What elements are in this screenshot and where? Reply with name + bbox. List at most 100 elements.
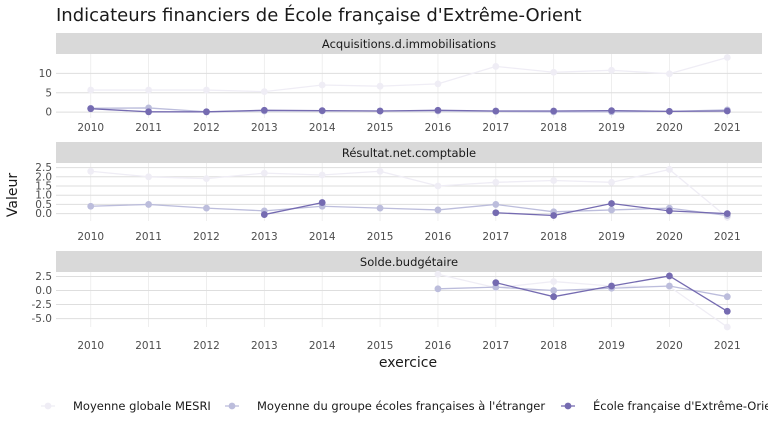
- data-point: [608, 66, 615, 74]
- x-axis-title: exercice: [379, 355, 437, 371]
- y-tick-label: -5.0: [32, 313, 53, 325]
- data-point: [376, 107, 384, 115]
- legend-item: Moyenne globale MESRI: [41, 399, 211, 413]
- data-point: [666, 70, 673, 78]
- x-tick-label: 2013: [251, 231, 278, 243]
- data-point: [723, 307, 731, 315]
- data-point: [492, 201, 500, 208]
- x-tick-label: 2015: [367, 122, 394, 134]
- x-tick-label: 2018: [540, 122, 567, 134]
- data-point: [203, 175, 210, 183]
- data-point: [723, 107, 731, 115]
- data-point: [666, 272, 673, 280]
- panel-title: Acquisitions.d.immobilisations: [322, 37, 496, 51]
- y-tick-label: 0: [45, 107, 52, 119]
- data-point: [492, 107, 500, 115]
- x-tick-label: 2016: [425, 122, 452, 134]
- x-tick-label: 2021: [714, 231, 741, 243]
- data-point: [550, 278, 558, 285]
- y-tick-label: 2.5: [35, 162, 52, 174]
- series-2: [260, 199, 731, 219]
- y-tick-label: 10: [39, 68, 52, 80]
- data-point: [492, 178, 500, 186]
- legend-label: École française d'Extrême-Orient: [593, 398, 768, 413]
- series-line: [90, 56, 728, 93]
- series-2: [87, 105, 731, 116]
- x-tick-label: 2011: [135, 122, 162, 134]
- x-tick-label: 2020: [656, 122, 683, 134]
- x-tick-label: 2012: [193, 231, 220, 243]
- panel-1: Acquisitions.d.immobilisations 0 5 10 2010 20…: [39, 33, 762, 134]
- series-2: [492, 272, 731, 315]
- x-tick-label: 2015: [367, 231, 394, 243]
- x-tick-label: 2017: [482, 122, 509, 134]
- data-point: [492, 279, 500, 287]
- x-tick-label: 2019: [598, 340, 625, 352]
- data-point: [434, 285, 442, 293]
- data-point: [145, 86, 152, 94]
- data-point: [608, 107, 615, 115]
- data-point: [550, 177, 558, 184]
- data-point: [203, 204, 210, 212]
- data-point: [434, 270, 442, 278]
- x-tick-label: 2013: [251, 340, 278, 352]
- data-point: [723, 323, 731, 331]
- x-tick-label: 2018: [540, 340, 567, 352]
- data-point: [666, 166, 673, 173]
- data-point: [434, 80, 442, 88]
- x-tick-label: 2018: [540, 231, 567, 243]
- x-tick-label: 2010: [77, 340, 104, 352]
- data-point: [550, 212, 558, 219]
- series-1: [87, 201, 731, 219]
- x-tick-label: 2020: [656, 231, 683, 243]
- data-point: [550, 107, 558, 115]
- chart-title: Indicateurs financiers de École français…: [56, 4, 582, 26]
- data-point: [666, 282, 673, 290]
- legend-item: Moyenne du groupe écoles françaises à l'…: [225, 399, 545, 413]
- series-line: [90, 168, 728, 218]
- data-point: [203, 108, 210, 116]
- x-tick-label: 2014: [309, 231, 336, 243]
- x-tick-label: 2019: [598, 231, 625, 243]
- panel-title: Résultat.net.comptable: [342, 146, 476, 160]
- y-tick-label: 1.5: [35, 181, 52, 193]
- data-point: [318, 107, 326, 115]
- data-point: [550, 287, 558, 294]
- data-point: [87, 202, 95, 210]
- series-1: [87, 104, 731, 116]
- data-point: [203, 86, 210, 94]
- x-tick-label: 2012: [193, 340, 220, 352]
- x-tick-label: 2019: [598, 122, 625, 134]
- x-tick-label: 2020: [656, 340, 683, 352]
- legend-key-point: [564, 402, 572, 410]
- legend-key-point: [44, 402, 52, 410]
- x-tick-label: 2011: [135, 231, 162, 243]
- panel-strip: [56, 142, 762, 163]
- series-line: [437, 285, 728, 298]
- legend-item: École française d'Extrême-Orient: [561, 398, 768, 413]
- data-point: [608, 282, 615, 290]
- data-point: [434, 182, 442, 190]
- data-point: [723, 210, 731, 218]
- x-tick-label: 2021: [714, 340, 741, 352]
- legend-label: Moyenne globale MESRI: [73, 399, 211, 413]
- y-tick-label: 0.0: [35, 208, 52, 220]
- data-point: [723, 54, 731, 61]
- x-tick-label: 2011: [135, 340, 162, 352]
- x-tick-label: 2010: [77, 231, 104, 243]
- data-point: [318, 81, 326, 89]
- data-point: [376, 204, 384, 212]
- data-point: [145, 173, 152, 181]
- y-axis-title: Valeur: [5, 173, 21, 217]
- panel-strip: [56, 33, 762, 54]
- data-point: [260, 88, 268, 96]
- x-tick-label: 2016: [425, 231, 452, 243]
- x-tick-label: 2016: [425, 340, 452, 352]
- series-0: [87, 54, 731, 96]
- panel-strip: [56, 251, 762, 272]
- y-tick-label: 2.5: [35, 271, 52, 283]
- data-point: [318, 199, 326, 206]
- y-tick-label: 5: [45, 87, 52, 99]
- data-point: [492, 63, 500, 70]
